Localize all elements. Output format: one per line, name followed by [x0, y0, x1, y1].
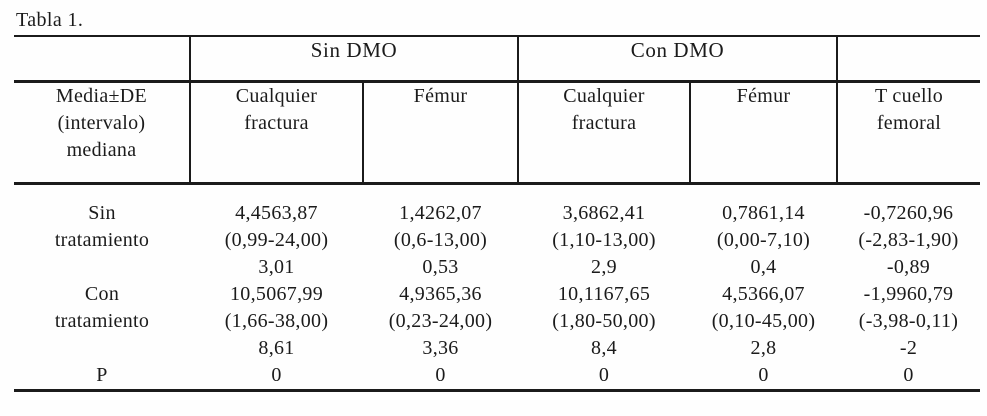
data-cell: 0	[190, 361, 363, 392]
group-header-spacer-right	[837, 35, 980, 83]
table-caption: Tabla 1.	[16, 9, 84, 31]
row-label: P	[14, 361, 190, 392]
data-cell: 0	[837, 361, 980, 392]
group-header-row: Sin DMO Con DMO	[14, 35, 980, 83]
data-table: Sin DMO Con DMO Media±DE (intervalo) med…	[14, 35, 980, 392]
column-header-con-femur: Fémur	[690, 81, 838, 185]
data-cell: -1,9960,79 (-3,98-0,11) -2	[858, 282, 959, 359]
data-cell: 3,6862,41 (1,10-13,00) 2,9	[552, 201, 656, 278]
column-header-sin-cualquier-fractura: Cualquier fractura	[190, 81, 364, 185]
table-row-p-value: P 0 0 0 0 0	[14, 361, 980, 392]
group-header-sin-dmo: Sin DMO	[190, 35, 519, 83]
data-cell: 0	[518, 361, 690, 392]
data-cell: 10,5067,99 (1,66-38,00) 8,61	[224, 282, 329, 359]
column-header-con-cualquier-fractura: Cualquier fractura	[518, 81, 691, 185]
data-cell: 4,9365,36 (0,23-24,00) 3,36	[388, 282, 493, 359]
data-cell: 4,5366,07 (0,10-45,00) 2,8	[711, 282, 816, 359]
column-header-row: Media±DE (intervalo) mediana Cualquier f…	[14, 81, 980, 185]
stub-header: Media±DE (intervalo) mediana	[14, 81, 191, 185]
group-header-con-dmo: Con DMO	[518, 35, 838, 83]
column-header-sin-femur: Fémur	[363, 81, 519, 185]
table-row-sin-tratamiento: Sin tratamiento 4,4563,87 (0,99-24,00) 3…	[14, 183, 980, 281]
data-cell: 1,4262,07 (0,6-13,00) 0,53	[393, 201, 488, 278]
data-cell: 0	[363, 361, 518, 392]
row-label: Sin tratamiento	[54, 201, 150, 251]
data-cell: 0,7861,14 (0,00-7,10) 0,4	[716, 201, 811, 278]
data-cell: 10,1167,65 (1,80-50,00) 8,4	[552, 282, 656, 359]
group-header-spacer-left	[14, 35, 191, 83]
column-header-t-cuello-femoral: T cuello femoral	[837, 81, 980, 185]
data-cell: 4,4563,87 (0,99-24,00) 3,01	[224, 201, 329, 278]
row-label: Con tratamiento	[54, 282, 150, 332]
table-row-con-tratamiento: Con tratamiento 10,5067,99 (1,66-38,00) …	[14, 281, 980, 362]
data-cell: -0,7260,96 (-2,83-1,90) -0,89	[858, 201, 959, 278]
data-cell: 0	[690, 361, 837, 392]
